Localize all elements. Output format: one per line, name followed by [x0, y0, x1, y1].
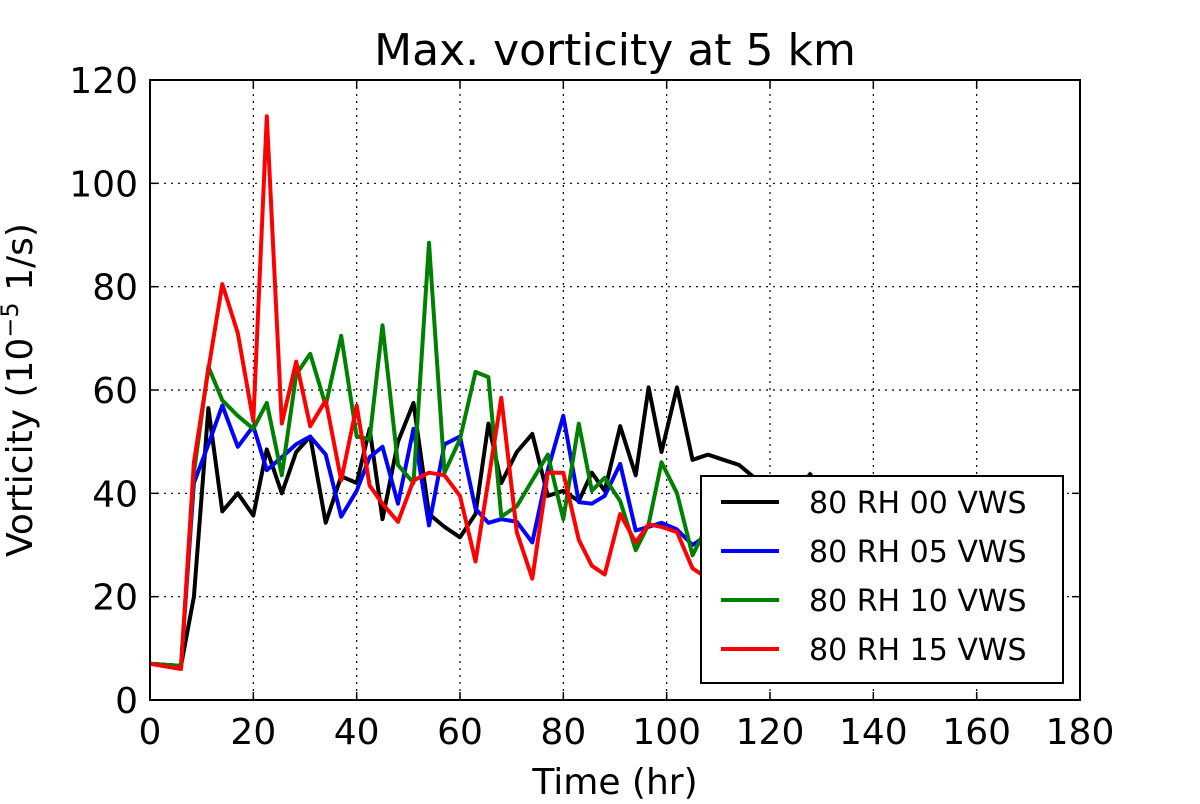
y-tick-label: 100 [69, 164, 138, 205]
y-tick-label: 40 [92, 474, 138, 515]
series-line [149, 114, 710, 671]
x-tick-label: 40 [334, 712, 380, 753]
series-line [149, 240, 710, 668]
y-tick-label: 80 [92, 268, 138, 309]
legend-label: 80 RH 05 VWS [809, 535, 1027, 570]
x-tick-label: 0 [139, 712, 162, 753]
y-axis-label-suffix: 1/s) [0, 223, 41, 302]
series-line [149, 403, 710, 668]
x-tick-label: 80 [540, 712, 586, 753]
x-tick-label: 60 [437, 712, 483, 753]
chart-title: Max. vorticity at 5 km [374, 25, 856, 76]
axis-ticks: 0 20 40 60 80 100 120 140 160 180 0 20 40 60 80 100 120 [69, 61, 1114, 753]
x-tick-label: 140 [839, 712, 908, 753]
y-axis-label: Vorticity (10−5 1/s) [0, 223, 41, 557]
series-group [149, 114, 813, 671]
x-axis-label: Time (hr) [531, 762, 697, 800]
y-axis-label-exponent: −5 [0, 302, 24, 337]
x-tick-label: 20 [230, 712, 276, 753]
legend-label: 80 RH 10 VWS [809, 584, 1027, 619]
legend-label: 80 RH 15 VWS [809, 633, 1027, 668]
y-tick-label: 0 [115, 681, 138, 722]
series-line [149, 385, 813, 668]
x-tick-label: 160 [942, 712, 1011, 753]
x-tick-label: 180 [1046, 712, 1115, 753]
legend-label: 80 RH 00 VWS [809, 486, 1027, 521]
y-tick-label: 120 [69, 61, 138, 102]
y-axis-label-prefix: Vorticity (10 [0, 338, 41, 557]
y-tick-label: 60 [92, 371, 138, 412]
grid [150, 80, 1080, 700]
x-tick-label: 120 [736, 712, 805, 753]
x-tick-label: 100 [632, 712, 701, 753]
y-tick-label: 20 [92, 578, 138, 619]
legend: 80 RH 00 VWS 80 RH 05 VWS 80 RH 10 VWS 80 R… [700, 475, 1064, 684]
